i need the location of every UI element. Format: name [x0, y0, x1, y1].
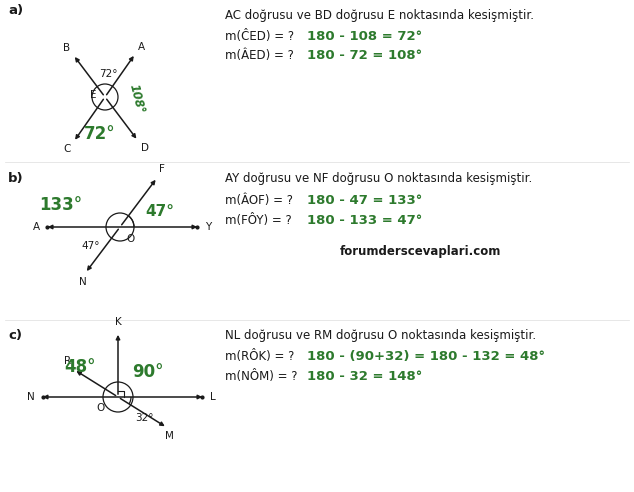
Text: 32°: 32°: [135, 413, 153, 423]
Text: 47°: 47°: [82, 241, 100, 251]
Text: m(RÔK) = ?: m(RÔK) = ?: [225, 350, 294, 363]
Text: m(NÔM) = ?: m(NÔM) = ?: [225, 370, 297, 383]
Text: 133°: 133°: [39, 196, 82, 214]
Text: c): c): [8, 329, 22, 342]
Text: AC doğrusu ve BD doğrusu E noktasında kesişmiştir.: AC doğrusu ve BD doğrusu E noktasında ke…: [225, 9, 534, 22]
Text: B: B: [63, 43, 70, 53]
Text: NL doğrusu ve RM doğrusu O noktasında kesişmiştir.: NL doğrusu ve RM doğrusu O noktasında ke…: [225, 329, 536, 342]
Text: 180 - 133 = 47°: 180 - 133 = 47°: [307, 214, 422, 227]
Text: a): a): [8, 4, 23, 17]
Text: 48°: 48°: [65, 358, 96, 376]
Text: R: R: [64, 356, 71, 367]
Text: O: O: [97, 403, 105, 413]
Text: E: E: [90, 90, 96, 100]
Text: O: O: [126, 234, 134, 244]
Text: 180 - 72 = 108°: 180 - 72 = 108°: [307, 49, 422, 62]
Text: forumderscevaplari.com: forumderscevaplari.com: [339, 245, 501, 258]
Text: m(ĈED) = ?: m(ĈED) = ?: [225, 30, 294, 43]
Text: 108°: 108°: [127, 83, 147, 115]
Text: D: D: [141, 143, 149, 153]
Text: M: M: [165, 430, 174, 441]
Text: F: F: [159, 164, 165, 175]
Text: 180 - 108 = 72°: 180 - 108 = 72°: [307, 30, 422, 43]
Text: 180 - 32 = 148°: 180 - 32 = 148°: [307, 370, 422, 383]
Text: AY doğrusu ve NF doğrusu O noktasında kesişmiştir.: AY doğrusu ve NF doğrusu O noktasında ke…: [225, 172, 533, 185]
Text: Y: Y: [205, 222, 211, 232]
Text: 90°: 90°: [132, 363, 164, 381]
Text: 180 - (90+32) = 180 - 132 = 48°: 180 - (90+32) = 180 - 132 = 48°: [307, 350, 545, 363]
Text: K: K: [115, 317, 121, 327]
Text: m(FÔY) = ?: m(FÔY) = ?: [225, 214, 292, 227]
Text: N: N: [79, 277, 87, 287]
Text: b): b): [8, 172, 23, 185]
Text: A: A: [138, 42, 146, 52]
Text: A: A: [33, 222, 40, 232]
Text: m(ÂOF) = ?: m(ÂOF) = ?: [225, 194, 293, 207]
Text: 47°: 47°: [145, 204, 174, 218]
Text: 180 - 47 = 133°: 180 - 47 = 133°: [307, 194, 422, 207]
Text: m(ÂED) = ?: m(ÂED) = ?: [225, 49, 294, 62]
Text: L: L: [210, 392, 216, 402]
Text: 72°: 72°: [99, 69, 117, 79]
Text: C: C: [63, 144, 70, 154]
Text: 72°: 72°: [84, 125, 116, 143]
Text: N: N: [27, 392, 35, 402]
